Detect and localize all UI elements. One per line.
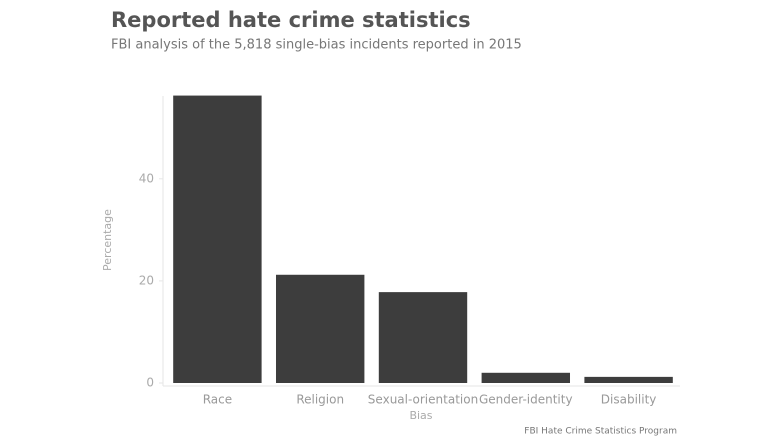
x-axis-label: Bias xyxy=(409,409,432,422)
x-tick-label: Disability xyxy=(601,393,657,407)
x-tick-label: Sexual-orientation xyxy=(368,393,478,407)
x-tick-label: Gender-identity xyxy=(479,393,573,407)
chart-title: Reported hate crime statistics xyxy=(111,8,471,32)
y-axis-label: Percentage xyxy=(101,209,114,271)
caption: FBI Hate Crime Statistics Program xyxy=(524,427,677,437)
chart-subtitle: FBI analysis of the 5,818 single-bias in… xyxy=(111,38,522,53)
y-tick-label: 20 xyxy=(139,273,154,287)
bar xyxy=(173,95,262,384)
x-tick-label: Religion xyxy=(296,393,344,407)
y-tick-label: 0 xyxy=(146,376,154,390)
bar xyxy=(378,292,468,383)
y-tick-label: 40 xyxy=(139,171,154,185)
bar xyxy=(481,372,571,383)
x-tick-label: Race xyxy=(203,393,232,407)
bar xyxy=(275,274,365,383)
bar xyxy=(584,376,673,383)
